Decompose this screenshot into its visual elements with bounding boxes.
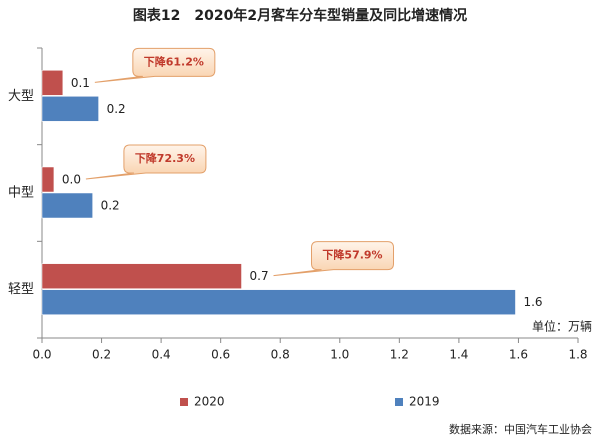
data-label: 0.7 [250, 269, 269, 283]
chart-title: 图表12 2020年2月客车分车型销量及同比增速情况 [133, 7, 467, 24]
callout [273, 241, 395, 277]
annotation: 下降61.2% [144, 54, 204, 68]
annotation: 下降72.3% [135, 151, 195, 165]
y-tick-label: 大型 [8, 89, 34, 104]
bar [41, 166, 55, 193]
bar [41, 70, 64, 96]
data-label: 0.2 [101, 199, 120, 213]
legend-label: 2020 [194, 395, 225, 409]
source-note: 数据来源：中国汽车工业协会 [449, 422, 592, 436]
x-tick-label: 0.4 [152, 348, 171, 362]
legend-label: 2019 [409, 395, 440, 409]
y-tick-label: 轻型 [8, 282, 34, 297]
bar [41, 263, 242, 289]
legend-swatch [395, 398, 403, 406]
x-tick-label: 0.0 [32, 348, 51, 362]
bar [41, 96, 99, 122]
data-label: 1.6 [523, 295, 542, 309]
annotation: 下降57.9% [322, 248, 382, 262]
unit-label: 单位：万辆 [532, 319, 592, 334]
bar [41, 289, 516, 315]
x-tick-label: 0.2 [92, 348, 111, 362]
data-label: 0.0 [62, 173, 81, 187]
y-tick-label: 中型 [8, 186, 34, 201]
data-label: 0.2 [107, 102, 126, 116]
x-tick-label: 0.6 [211, 348, 230, 362]
x-tick-label: 1.0 [330, 348, 349, 362]
callout [85, 144, 207, 180]
callout [94, 47, 216, 83]
x-tick-label: 0.8 [271, 348, 290, 362]
x-tick-label: 1.8 [568, 348, 587, 362]
x-tick-label: 1.2 [390, 348, 409, 362]
x-tick-label: 1.6 [509, 348, 528, 362]
legend-swatch [180, 398, 188, 406]
data-label: 0.1 [71, 76, 90, 90]
x-tick-label: 1.4 [449, 348, 468, 362]
bar [41, 192, 93, 219]
